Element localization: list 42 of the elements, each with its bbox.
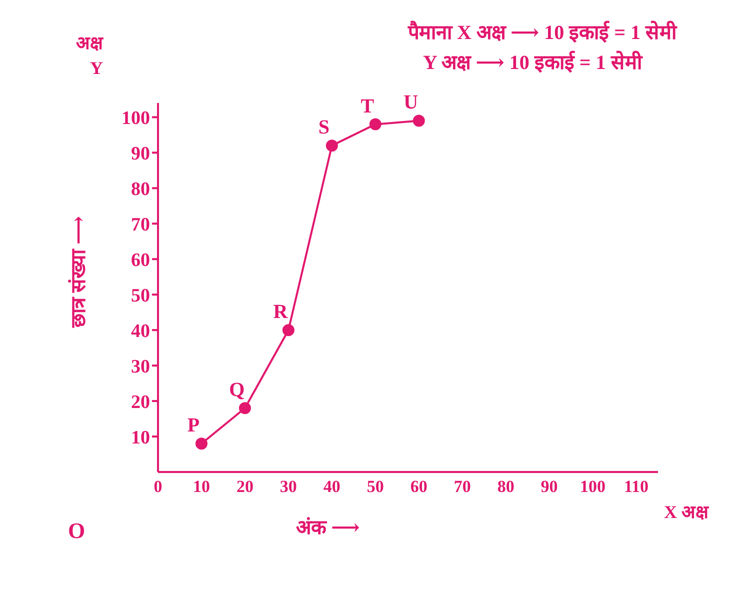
text: पैमाना X अक्ष ⟶ 10 इकाई = 1 सेमी [408,20,677,45]
y-tick-label: 20 [131,392,150,413]
x-tick-label: 70 [454,477,471,496]
annotation: T [360,95,375,118]
x-tick-label: 100 [580,477,606,496]
y-tick-label: 50 [131,285,150,306]
point [238,402,251,414]
text: O [68,518,86,544]
x-tick-label: 30 [280,477,297,496]
x-tick-label: 110 [624,477,649,496]
y-axis-title: छात्र संख्या ⟶ [68,216,90,328]
point [195,438,208,450]
y-tick-label: 100 [122,108,150,129]
text: अक्ष [76,32,103,54]
y-tick-label: 60 [131,250,150,271]
x-tick-label: 40 [323,477,340,496]
annotation: S [318,116,330,139]
x-axis-title: अंक ⟶ [296,517,360,539]
y-tick-label: 90 [131,143,150,164]
x-tick-label: 90 [540,477,558,496]
annotation: U [404,92,418,114]
x-tick-label: 10 [192,477,210,496]
point [369,118,382,130]
text: Y अक्ष ⟶ 10 इकाई = 1 सेमी [423,50,642,75]
y-tick-label: 30 [131,356,150,378]
annotation: R [273,301,288,324]
text: X अक्ष [664,501,708,523]
y-tick-label: 10 [131,427,150,448]
point [412,114,425,127]
y-tick-label: 80 [131,178,150,200]
point [282,324,294,336]
annotation: P [187,414,200,437]
y-tick-label: 40 [131,320,150,342]
x-tick-label: 0 [154,477,162,496]
x-tick-label: 60 [410,477,428,496]
text: Y [90,58,103,79]
x-tick-label: 50 [366,477,384,496]
annotation: Q [229,379,245,402]
x-tick-label: 20 [236,477,254,496]
x-tick-label: 80 [497,477,514,496]
y-tick-label: 70 [131,214,150,236]
point [326,140,338,152]
